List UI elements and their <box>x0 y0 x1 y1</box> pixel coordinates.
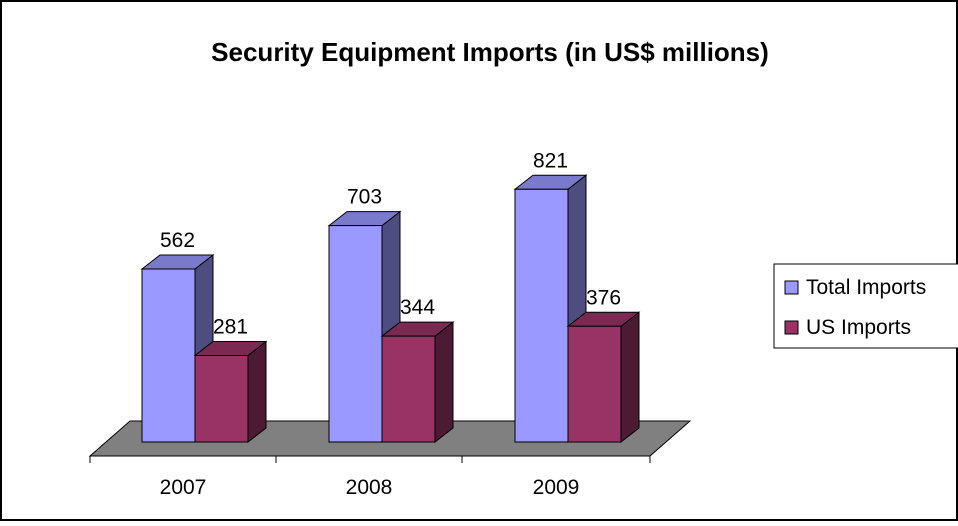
bar-side <box>434 321 454 444</box>
bar-front <box>567 325 622 443</box>
data-label-total-imports-2008: 703 <box>347 186 382 209</box>
data-label-us-imports-2007: 281 <box>213 316 248 339</box>
tick-label-2007: 2007 <box>160 476 207 499</box>
bar-side <box>620 311 640 444</box>
legend-swatch-total-imports <box>784 280 799 295</box>
bar-us-imports-2007 <box>193 340 268 444</box>
bars <box>140 174 641 444</box>
legend-label-total-imports: Total Imports <box>806 276 926 299</box>
bar-front <box>141 268 196 443</box>
bar-us-imports-2009 <box>566 311 641 444</box>
data-label-us-imports-2008: 344 <box>400 296 435 319</box>
data-labels: 562 281 703 344 821 376 <box>160 149 621 338</box>
chart-title: Security Equipment Imports (in US$ milli… <box>211 37 769 67</box>
bar-front <box>194 355 249 443</box>
bar-side <box>247 340 267 444</box>
bar-us-imports-2008 <box>380 321 455 444</box>
legend-box <box>773 263 958 349</box>
data-label-total-imports-2009: 821 <box>533 149 568 172</box>
data-label-us-imports-2009: 376 <box>586 286 621 309</box>
bar-front <box>328 225 383 443</box>
legend-label-us-imports: US Imports <box>806 316 911 339</box>
tick-label-2008: 2008 <box>346 476 393 499</box>
bar-front <box>381 335 436 443</box>
bar-front <box>514 188 569 443</box>
x-axis: 2007 2008 2009 <box>89 455 651 499</box>
legend: Total Imports US Imports <box>773 263 958 349</box>
tick-label-2009: 2009 <box>533 476 580 499</box>
legend-swatch-us-imports <box>784 320 799 335</box>
data-label-total-imports-2007: 562 <box>160 229 195 252</box>
